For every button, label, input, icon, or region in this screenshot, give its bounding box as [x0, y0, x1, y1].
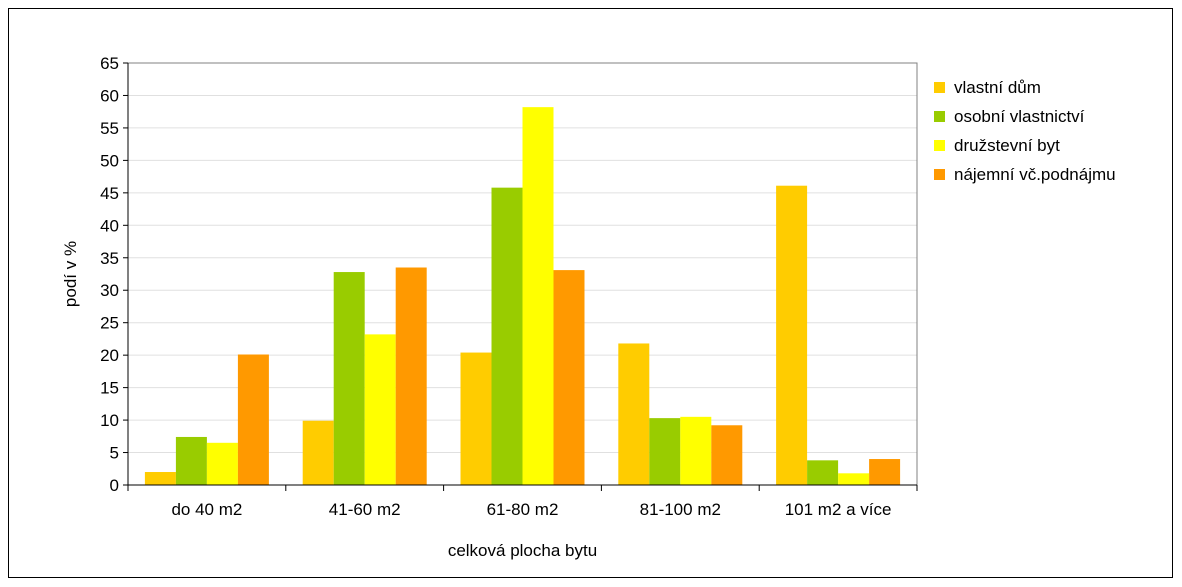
bar [491, 187, 523, 485]
bars [144, 107, 901, 485]
y-tick-label: 0 [110, 476, 119, 495]
legend-swatch [934, 140, 945, 151]
y-tick-label: 25 [100, 314, 119, 333]
bar [395, 267, 427, 485]
y-axis-title: podí v % [61, 241, 80, 307]
axes [127, 62, 918, 486]
legend-swatch [934, 169, 945, 180]
y-tick-label: 5 [110, 444, 119, 463]
y-tick-label: 20 [100, 346, 119, 365]
x-tick-labels: do 40 m2 41-60 m2 61-80 m2 81-100 m2 101 m2 … [127, 485, 918, 519]
bar [680, 416, 712, 485]
y-tick-label: 35 [100, 249, 119, 268]
y-tick-label: 65 [100, 54, 119, 73]
bar [175, 436, 207, 485]
legend: vlastní dům osobní vlastnictví družstevní … [934, 78, 1116, 184]
x-tick-label: 41-60 m2 [329, 500, 401, 519]
y-tick-label: 50 [100, 151, 119, 170]
legend-label: vlastní dům [954, 78, 1041, 97]
bar [333, 272, 365, 485]
legend-swatch [934, 111, 945, 122]
y-tick-label: 60 [100, 86, 119, 105]
y-tick-label: 45 [100, 184, 119, 203]
bar [838, 473, 870, 485]
legend-label: družstevní byt [954, 136, 1060, 155]
x-tick-label: 61-80 m2 [487, 500, 559, 519]
y-tick-label: 15 [100, 379, 119, 398]
bar [553, 270, 585, 485]
bar [618, 343, 650, 485]
y-tick-label: 55 [100, 119, 119, 138]
bar [460, 352, 492, 485]
bar [711, 425, 743, 485]
bar [364, 334, 396, 485]
x-tick-label: 81-100 m2 [640, 500, 721, 519]
legend-label: nájemní vč.podnájmu [954, 165, 1116, 184]
bar [649, 418, 681, 485]
legend-swatch [934, 82, 945, 93]
y-tick-label: 30 [100, 281, 119, 300]
bar [144, 472, 176, 485]
x-tick-label: do 40 m2 [171, 500, 242, 519]
bar [869, 459, 901, 485]
x-axis-title: celková plocha bytu [448, 541, 597, 560]
legend-label: osobní vlastnictví [954, 107, 1085, 126]
bar [302, 420, 334, 485]
y-tick-label: 40 [100, 216, 119, 235]
bar [237, 354, 269, 485]
bar [206, 442, 238, 485]
bar [807, 460, 839, 485]
y-tick-label: 10 [100, 411, 119, 430]
y-tick-labels: 0 5 10 15 20 25 30 35 40 45 50 55 60 65 [100, 54, 128, 495]
x-tick-label: 101 m2 a více [785, 500, 892, 519]
bar [776, 185, 808, 485]
bar [522, 107, 554, 485]
